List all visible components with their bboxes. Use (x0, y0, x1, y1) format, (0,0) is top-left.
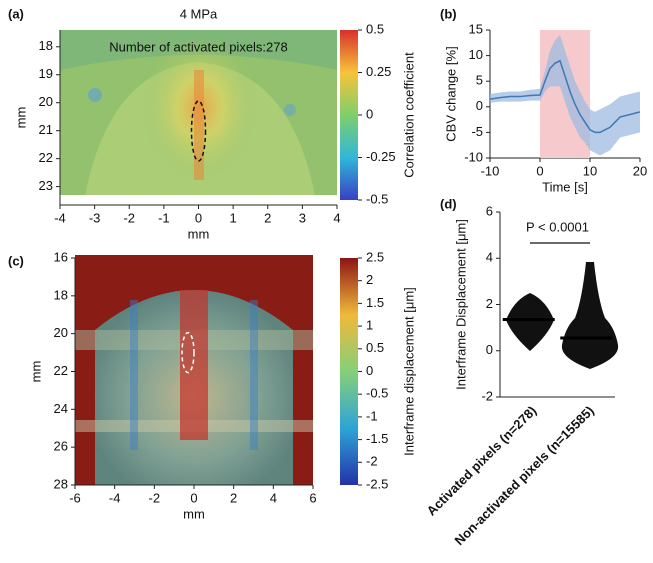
x-tick-label: Activated pixels (n=278) (424, 403, 540, 519)
x-axis-label: mm (188, 226, 210, 241)
colorbar-tick-label: -1.5 (366, 431, 388, 446)
y-tick-label: 18 (39, 38, 53, 53)
x-tick-label: 0 (536, 163, 543, 178)
y-tick-label: 28 (54, 476, 68, 491)
y-tick-label: 20 (54, 325, 68, 340)
confidence-band (490, 35, 640, 156)
y-tick-label: 24 (54, 401, 68, 416)
colorbar-label: Correlation coefficient (401, 52, 416, 178)
x-tick-label: -4 (54, 210, 66, 225)
mean-line (489, 59, 641, 134)
x-tick-label: 2 (230, 490, 237, 505)
dot-cloud (506, 262, 619, 369)
colorbar-label: Interframe displacement [μm] (401, 287, 416, 456)
heatmap-image (60, 30, 337, 195)
annotation: P < 0.0001 (526, 219, 589, 234)
y-tick-label: 4 (486, 250, 493, 265)
y-tick-label: 26 (54, 439, 68, 454)
colorbar (340, 258, 358, 485)
y-tick-label: -5 (471, 124, 483, 139)
y-tick-label: 22 (39, 150, 53, 165)
colorbar-tick-label: 0.25 (366, 64, 391, 79)
colorbar-tick-label: 0 (366, 363, 373, 378)
y-tick-label: 19 (39, 66, 53, 81)
x-tick-label: -2 (123, 210, 135, 225)
y-tick-label: 23 (39, 178, 53, 193)
chart-title: 4 MPa (180, 6, 218, 21)
y-tick-label: 22 (54, 363, 68, 378)
x-tick-label: 20 (633, 163, 647, 178)
colorbar (340, 30, 358, 200)
colorbar-tick-label: 1 (366, 318, 373, 333)
y-axis-label: Interframe Displacement [μm] (453, 219, 468, 390)
y-tick-label: 15 (469, 21, 483, 36)
y-axis-label: CBV change [%] (443, 46, 458, 141)
y-tick-label: 2 (486, 296, 493, 311)
y-tick-label: 18 (54, 287, 68, 302)
colorbar-tick-label: 0 (366, 106, 373, 121)
x-tick-label: 4 (270, 490, 277, 505)
heatmap-image (75, 255, 313, 485)
x-tick-label: 0 (195, 210, 202, 225)
x-axis-label: Time [s] (542, 179, 588, 194)
y-tick-label: 6 (486, 203, 493, 218)
annotation: Number of activated pixels:278 (109, 39, 287, 54)
y-tick-label: 0 (486, 342, 493, 357)
y-tick-label: 5 (476, 73, 483, 88)
panel-label: (d) (440, 196, 457, 211)
y-tick-label: 10 (469, 47, 483, 62)
x-tick-label: 0 (190, 490, 197, 505)
x-tick-label: -3 (89, 210, 101, 225)
y-axis-label: mm (13, 107, 28, 129)
y-tick-label: 0 (476, 98, 483, 113)
x-tick-label: -6 (69, 490, 81, 505)
colorbar-tick-label: -1 (366, 408, 378, 423)
y-tick-label: -10 (464, 149, 483, 164)
y-axis-label: mm (28, 361, 43, 383)
y-tick-label: 16 (54, 249, 68, 264)
y-tick-label: 20 (39, 94, 53, 109)
colorbar-tick-label: 2 (366, 272, 373, 287)
x-tick-label: 4 (333, 210, 340, 225)
y-tick-label: -2 (481, 388, 493, 403)
panel-label: (c) (8, 253, 24, 268)
x-tick-label: -4 (109, 490, 121, 505)
colorbar-tick-label: 0.5 (366, 21, 384, 36)
colorbar-tick-label: 0.5 (366, 340, 384, 355)
x-tick-label: -1 (158, 210, 170, 225)
x-tick-label: 2 (264, 210, 271, 225)
colorbar-tick-label: -2 (366, 454, 378, 469)
x-tick-label: -2 (149, 490, 161, 505)
x-tick-label: 6 (309, 490, 316, 505)
colorbar-tick-label: -0.5 (366, 191, 388, 206)
y-tick-label: 21 (39, 122, 53, 137)
panel-label: (b) (440, 6, 457, 21)
x-tick-label: 1 (230, 210, 237, 225)
x-tick-label: 10 (583, 163, 597, 178)
x-tick-label: -10 (481, 163, 500, 178)
colorbar-tick-label: 2.5 (366, 249, 384, 264)
colorbar-tick-label: -0.5 (366, 386, 388, 401)
panel-label: (a) (8, 6, 24, 21)
x-tick-label: 3 (299, 210, 306, 225)
colorbar-tick-label: -2.5 (366, 476, 388, 491)
colorbar-tick-label: -0.25 (366, 149, 396, 164)
x-axis-label: mm (183, 506, 205, 521)
colorbar-tick-label: 1.5 (366, 295, 384, 310)
